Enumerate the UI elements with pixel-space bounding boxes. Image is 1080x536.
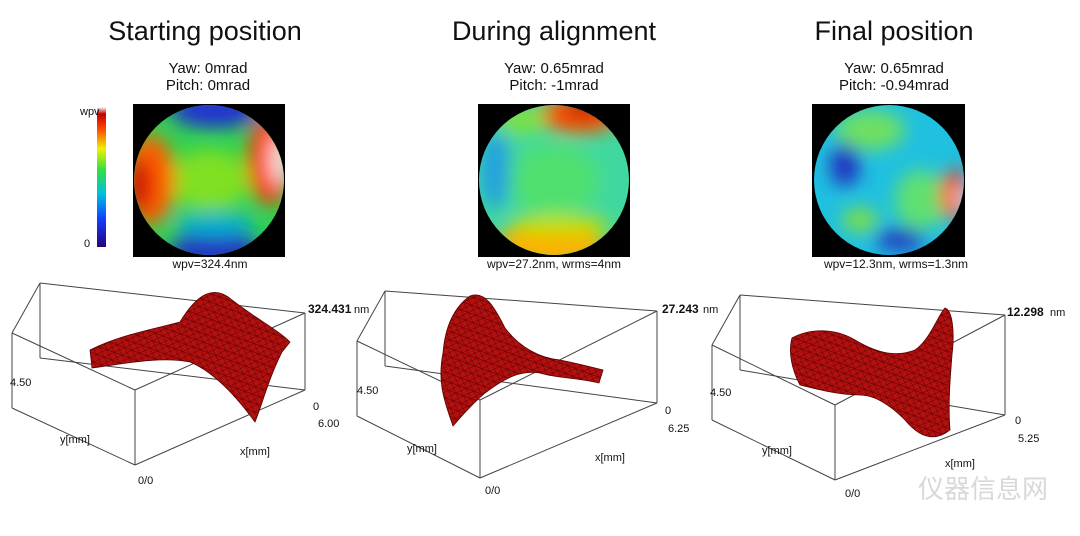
heatmap [133, 104, 285, 257]
panel-title: Starting position [108, 16, 302, 46]
pitch: Pitch: 0mrad [166, 77, 250, 94]
yaw: Yaw: 0.65mrad [504, 60, 604, 77]
pitch: Pitch: -1mrad [509, 77, 598, 94]
colorbar-bottom-label: 0 [84, 238, 90, 250]
unit-label: nm [354, 304, 369, 316]
y-tick: 4.50 [710, 387, 731, 399]
peak-label: 12.298 [1007, 305, 1044, 319]
yaw: Yaw: 0.65mrad [844, 60, 944, 77]
x-tick: 0 [1015, 415, 1021, 427]
origin-label: 0/0 [138, 475, 153, 487]
y-axis-label: y[mm] [762, 445, 792, 457]
colorbar-top-label: wpv [79, 106, 100, 118]
x-axis-label: x[mm] [240, 446, 270, 458]
yaw: Yaw: 0mrad [169, 60, 248, 77]
origin-label: 0/0 [485, 485, 500, 497]
caption: wpv=324.4nm [171, 257, 247, 271]
watermark: 仪器信息网 [918, 474, 1048, 504]
x-axis-label: x[mm] [595, 452, 625, 464]
pitch: Pitch: -0.94mrad [839, 77, 949, 94]
y-tick: 4.50 [357, 385, 378, 397]
y-axis-label: y[mm] [407, 443, 437, 455]
x-tick: 0 [665, 405, 671, 417]
caption: wpv=12.3nm, wrms=1.3nm [823, 257, 968, 271]
surface-plot: 12.298 nm 4.50 0 5.25 y[mm] x[mm] 0/0 [710, 294, 1065, 500]
surface-plot: 324.431 nm 4.50 0 6.00 y[mm] x[mm] 0/0 [10, 282, 369, 487]
x-tick: 6.25 [668, 423, 689, 435]
heatmap [812, 104, 965, 257]
unit-label: nm [1050, 307, 1065, 319]
peak-label: 324.431 [308, 302, 352, 316]
heatmap [478, 104, 630, 257]
unit-label: nm [703, 304, 718, 316]
caption: wpv=27.2nm, wrms=4nm [486, 257, 621, 271]
origin-label: 0/0 [845, 488, 860, 500]
x-tick: 6.00 [318, 418, 339, 430]
y-axis-label: y[mm] [60, 434, 90, 446]
x-axis-label: x[mm] [945, 458, 975, 470]
panel-title: Final position [814, 16, 973, 46]
x-tick: 5.25 [1018, 433, 1039, 445]
y-tick: 4.50 [10, 377, 31, 389]
surface-plot: 27.243 nm 4.50 0 6.25 y[mm] x[mm] 0/0 [356, 290, 718, 497]
x-tick: 0 [313, 401, 319, 413]
panel-title: During alignment [452, 16, 657, 46]
peak-label: 27.243 [662, 302, 699, 316]
colorbar [97, 107, 106, 247]
